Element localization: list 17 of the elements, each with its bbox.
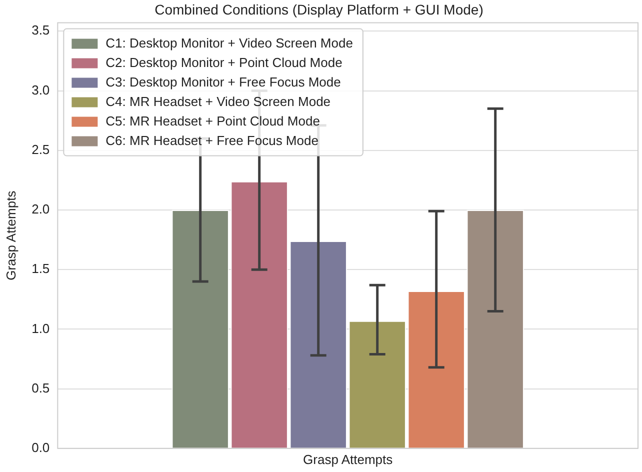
y-tick-label: 0.5 xyxy=(32,380,50,396)
legend-label: C4: MR Headset + Video Screen Mode xyxy=(106,94,331,109)
legend-label: C5: MR Headset + Point Cloud Mode xyxy=(106,113,320,128)
y-tick-label: 1.0 xyxy=(32,320,50,336)
legend-label: C2: Desktop Monitor + Point Cloud Mode xyxy=(106,54,342,70)
y-tick-label: 0.0 xyxy=(32,440,50,455)
legend-label: C6: MR Headset + Free Focus Mode xyxy=(106,132,318,148)
chart-title: Combined Conditions (Display Platform + GUI Mode) xyxy=(154,1,484,18)
y-axis-title: Grasp Attempts xyxy=(3,190,18,280)
y-tick-label: 2.5 xyxy=(32,142,50,157)
y-tick-label: 3.0 xyxy=(32,82,50,98)
y-tick-label: 3.5 xyxy=(32,22,50,38)
x-axis-title: Grasp Attempts xyxy=(303,452,394,467)
y-tick-label: 1.5 xyxy=(32,261,50,276)
y-tick-label: 2.0 xyxy=(32,202,50,217)
legend-label: C3: Desktop Monitor + Free Focus Mode xyxy=(106,74,341,90)
legend-label: C1: Desktop Monitor + Video Screen Mode xyxy=(106,35,353,50)
